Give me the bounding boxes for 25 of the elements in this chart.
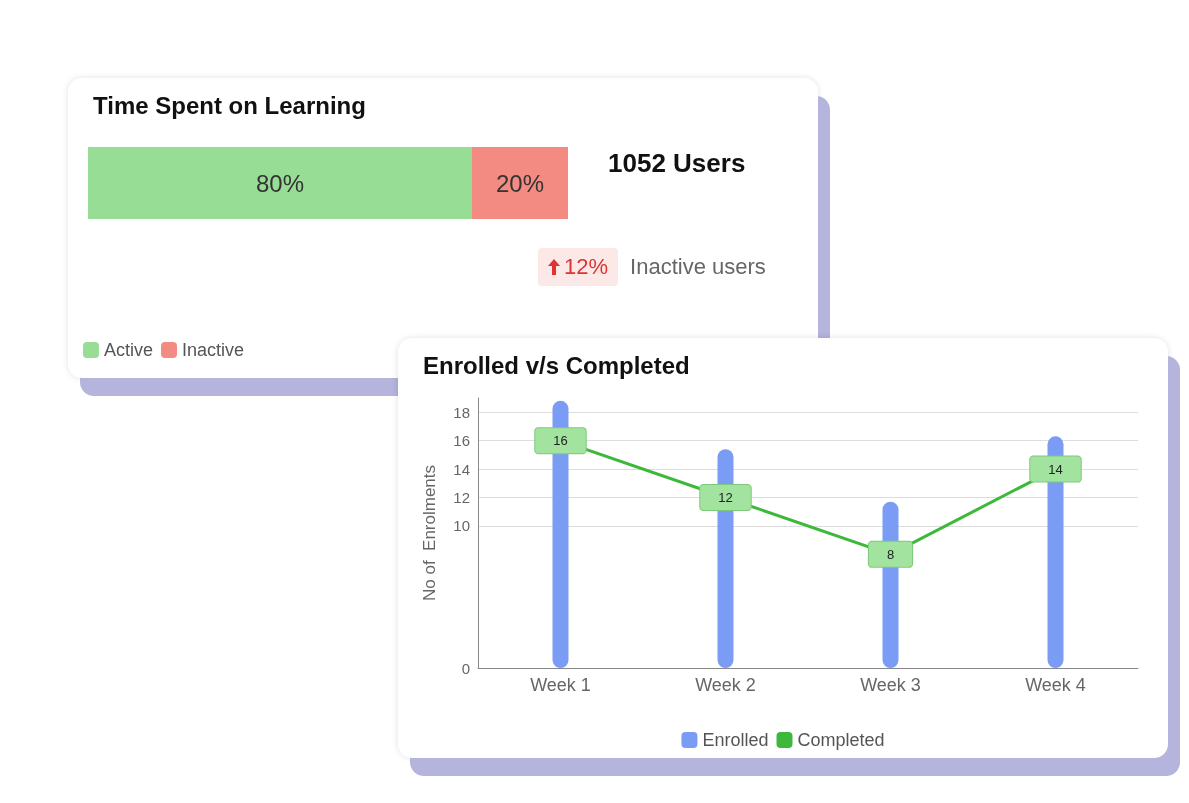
legend-label: Enrolled [702, 730, 769, 750]
y-tick-label: 12 [453, 488, 470, 506]
y-tick-label: 14 [453, 460, 470, 478]
y-tick-label: 0 [461, 659, 470, 677]
chart-title: Time Spent on Learning [93, 91, 366, 119]
data-label: 20% [495, 169, 545, 197]
y-axis-title: No of Enrolments [420, 464, 439, 602]
chart-title: Enrolled v/s Completed [423, 351, 690, 379]
y-tick-label: 16 [453, 432, 470, 450]
legend-label: Completed [797, 730, 885, 750]
data-label: 80% [255, 169, 305, 197]
x-tick-label: Week 3 [860, 675, 921, 695]
y-tick-label: 10 [453, 517, 470, 535]
x-tick-label: Week 2 [695, 675, 756, 695]
text: Inactive users [630, 254, 766, 280]
y-tick-label: 18 [453, 403, 470, 421]
data-label: 16 [553, 433, 568, 449]
x-tick-label: Week 1 [530, 675, 591, 695]
legend-label: Active [104, 340, 154, 360]
text: 1052 Users [608, 148, 746, 179]
x-tick-label: Week 4 [1025, 675, 1086, 695]
text: 12% [564, 254, 609, 280]
legend-label: Inactive [182, 340, 245, 360]
data-label: 14 [1048, 461, 1063, 477]
data-label: 12 [718, 489, 733, 505]
